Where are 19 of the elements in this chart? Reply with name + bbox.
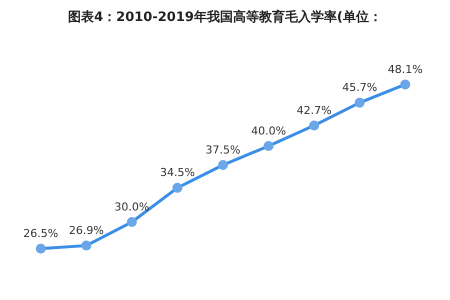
point — [400, 79, 410, 90]
data-label: 37.5% — [206, 143, 240, 156]
data-label: 42.7% — [296, 104, 332, 117]
data-label: 45.7% — [342, 81, 378, 94]
point — [309, 120, 320, 130]
point — [218, 160, 228, 170]
data-label: 34.5% — [160, 166, 195, 180]
point — [354, 98, 365, 108]
data-label: 26.9% — [68, 224, 104, 237]
data-label: 40.0% — [251, 124, 286, 138]
point — [126, 217, 137, 227]
data-label: 48.1% — [388, 62, 423, 76]
point — [172, 182, 182, 193]
data-label: 30.0% — [114, 200, 150, 214]
point — [264, 141, 274, 151]
point — [81, 240, 92, 251]
point — [36, 244, 46, 254]
chart-title: 图表4：2010-2019年我国高等教育毛入学率(单位： — [67, 8, 383, 26]
data-label: 26.5% — [23, 226, 58, 240]
